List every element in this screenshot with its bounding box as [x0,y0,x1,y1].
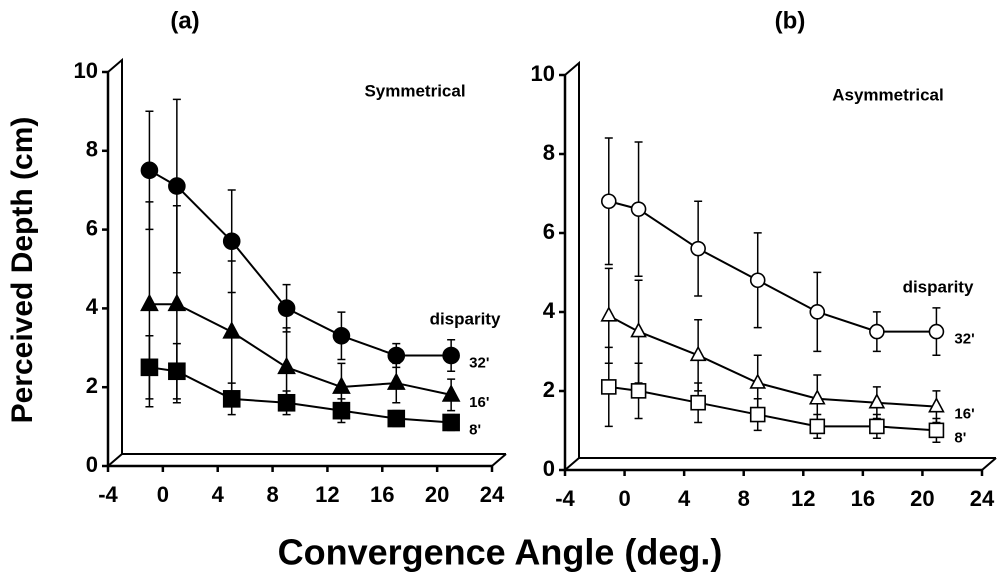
series-label: 8' [954,429,966,446]
y-tick-label: 10 [531,61,555,86]
marker [690,240,706,257]
x-tick-label: 20 [910,486,934,511]
marker [332,376,351,394]
annotation: disparity [903,277,974,296]
x-tick-label: 16 [370,482,394,507]
marker [868,393,886,409]
annotation: Asymmetrical [832,85,944,104]
series-label: 32' [954,331,974,348]
marker [222,390,241,408]
marker [928,396,945,413]
y-tick-label: 4 [543,298,556,323]
series-label: 8' [469,421,481,438]
y-tick-label: 10 [74,58,98,83]
y-tick-label: 4 [86,294,99,319]
marker [386,372,406,390]
series-label: 16' [469,394,489,411]
marker [869,323,885,340]
x-tick-label: 4 [212,482,225,507]
marker [630,383,647,399]
annotation: disparity [430,309,501,328]
x-tick-label: -4 [98,482,118,507]
marker [442,346,460,365]
y-tick-label: 6 [86,215,98,240]
marker [387,409,406,428]
marker [928,323,945,340]
annotation: Symmetrical [364,81,465,100]
marker [689,345,707,362]
marker [808,389,826,405]
marker [442,413,460,432]
panel-title: (a) [170,7,199,34]
marker [332,326,351,345]
series-label: 32' [469,354,489,371]
x-tick-label: 4 [678,486,691,511]
x-tick-label: 20 [425,482,449,507]
marker [277,356,296,375]
x-tick-label: 0 [618,486,630,511]
x-tick-label: 12 [315,482,339,507]
x-tick-label: 16 [851,486,875,511]
x-tick-label: 8 [738,486,750,511]
y-tick-label: 8 [86,137,98,162]
marker [600,306,618,322]
series-label: 16' [954,406,974,423]
marker [869,418,885,435]
y-tick-label: 2 [86,373,98,398]
marker [809,418,826,435]
marker [749,406,766,423]
y-tick-label: 8 [543,140,555,165]
marker [809,304,826,320]
marker [277,393,296,412]
marker [600,379,617,395]
marker [168,362,186,381]
y-axis-label: Perceived Depth (cm) [6,117,39,424]
marker [168,177,186,195]
marker [140,293,159,312]
marker [140,161,159,180]
back-frame [107,57,507,467]
marker [600,193,617,210]
x-tick-label: 12 [791,486,815,511]
series-line [608,200,937,333]
series-line [608,385,937,432]
y-tick-label: 6 [543,219,555,244]
x-tick-label: 8 [266,482,278,507]
marker [222,232,241,251]
marker [690,394,706,411]
series-line [608,314,937,408]
series-line [149,366,452,424]
marker [630,201,647,217]
marker [387,346,406,365]
x-tick-label: 24 [970,486,995,511]
series-line [148,169,452,357]
marker [140,358,159,377]
y-tick-label: 0 [543,456,555,481]
x-tick-label: 24 [480,482,505,507]
marker [222,321,242,339]
back-frame [564,60,997,471]
marker [332,401,351,420]
x-tick-label: 0 [157,482,169,507]
y-tick-label: 0 [86,452,98,477]
marker [441,384,461,402]
marker [928,422,945,439]
x-tick-label: -4 [555,486,575,511]
panel-title: (b) [775,7,806,34]
marker [630,321,647,338]
marker [167,293,187,312]
y-tick-label: 2 [543,377,555,402]
marker [277,299,296,318]
x-axis-label: Convergence Angle (deg.) [278,532,723,573]
marker [749,272,766,289]
marker [749,373,767,389]
